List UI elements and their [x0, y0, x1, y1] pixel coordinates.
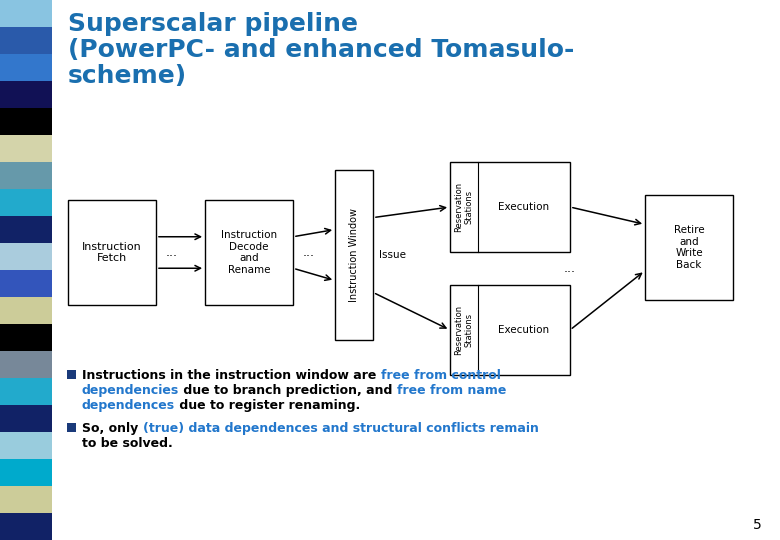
- Bar: [0, 270, 52, 297]
- Text: (true) data dependences and structural conflicts remain: (true) data dependences and structural c…: [143, 422, 538, 435]
- Bar: [67, 370, 76, 379]
- Bar: [0, 378, 52, 405]
- Bar: [0, 108, 52, 135]
- Text: scheme): scheme): [68, 64, 187, 88]
- Bar: [0, 81, 52, 108]
- Text: due to register renaming.: due to register renaming.: [176, 399, 360, 412]
- Text: ...: ...: [303, 246, 315, 259]
- Text: So, only: So, only: [82, 422, 143, 435]
- Bar: [0, 54, 52, 81]
- Bar: [0, 432, 52, 459]
- Text: to be solved.: to be solved.: [82, 437, 172, 450]
- Text: Instruction
Fetch: Instruction Fetch: [82, 242, 142, 264]
- Text: (PowerPC- and enhanced Tomasulo-: (PowerPC- and enhanced Tomasulo-: [68, 38, 574, 62]
- Text: Instruction
Decode
and
Rename: Instruction Decode and Rename: [221, 230, 277, 275]
- Bar: [0, 189, 52, 216]
- Text: ...: ...: [166, 246, 178, 259]
- Bar: [645, 195, 733, 300]
- Text: Superscalar pipeline: Superscalar pipeline: [68, 12, 358, 36]
- Bar: [450, 162, 570, 252]
- Bar: [335, 170, 373, 340]
- Bar: [0, 135, 52, 162]
- Bar: [450, 285, 570, 375]
- Bar: [205, 200, 293, 305]
- Bar: [0, 243, 52, 270]
- Text: Reservation
Stations: Reservation Stations: [454, 305, 473, 355]
- Bar: [0, 324, 52, 351]
- Text: dependences: dependences: [82, 399, 176, 412]
- Bar: [0, 162, 52, 189]
- Bar: [67, 423, 76, 432]
- Bar: [0, 297, 52, 324]
- Text: dependencies: dependencies: [82, 384, 179, 397]
- Text: free from control: free from control: [381, 369, 501, 382]
- Bar: [0, 513, 52, 540]
- Bar: [0, 0, 52, 27]
- Bar: [0, 405, 52, 432]
- Text: Execution: Execution: [498, 325, 550, 335]
- Text: free from name: free from name: [397, 384, 506, 397]
- Text: Instruction Window: Instruction Window: [349, 208, 359, 302]
- Text: ...: ...: [564, 262, 576, 275]
- Bar: [68, 200, 156, 305]
- Text: 5: 5: [753, 518, 762, 532]
- Bar: [0, 486, 52, 513]
- Bar: [0, 27, 52, 54]
- Text: Execution: Execution: [498, 202, 550, 212]
- Bar: [0, 216, 52, 243]
- Text: Reservation
Stations: Reservation Stations: [454, 182, 473, 232]
- Text: due to branch prediction, and: due to branch prediction, and: [179, 384, 397, 397]
- Text: Retire
and
Write
Back: Retire and Write Back: [674, 225, 704, 270]
- Bar: [0, 351, 52, 378]
- Bar: [0, 459, 52, 486]
- Text: Issue: Issue: [379, 250, 406, 260]
- Text: Instructions in the instruction window are: Instructions in the instruction window a…: [82, 369, 381, 382]
